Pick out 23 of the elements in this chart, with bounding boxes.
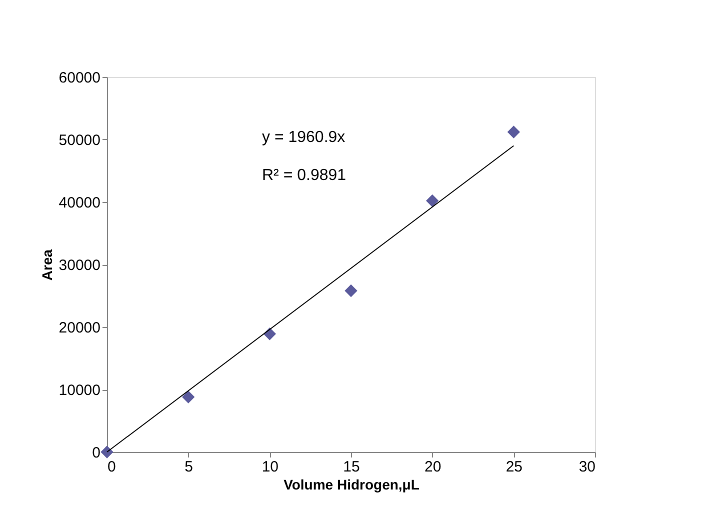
y-tick-label: 20000 [58,320,100,336]
point [507,126,520,138]
point [426,194,439,208]
x-tick-label: 15 [343,458,360,476]
point [182,390,195,404]
x-tick-label: 20 [424,458,442,476]
point [100,446,114,458]
y-tick-label: 60000 [58,70,100,86]
y-tick-label: 30000 [58,257,100,274]
x-tick-label: 10 [262,458,279,476]
x-axis-title: Volume Hidrogen,μL [284,476,420,492]
y-tick-label: 50000 [58,132,100,149]
y-tick-label: 0 [92,444,100,462]
x-tick-label: 0 [108,458,116,476]
point [344,284,358,298]
y-tick-label: 10000 [58,382,100,399]
y-axis-title: Area [38,249,55,281]
x-tick-label: 25 [506,458,523,476]
y-tick-label: 40000 [58,194,100,212]
annotation: R² = 0.9891 [262,167,346,184]
x-tick-label: 30 [578,458,596,476]
annotation: y = 1960.9x [262,129,346,146]
x-tick-label: 5 [184,458,194,476]
